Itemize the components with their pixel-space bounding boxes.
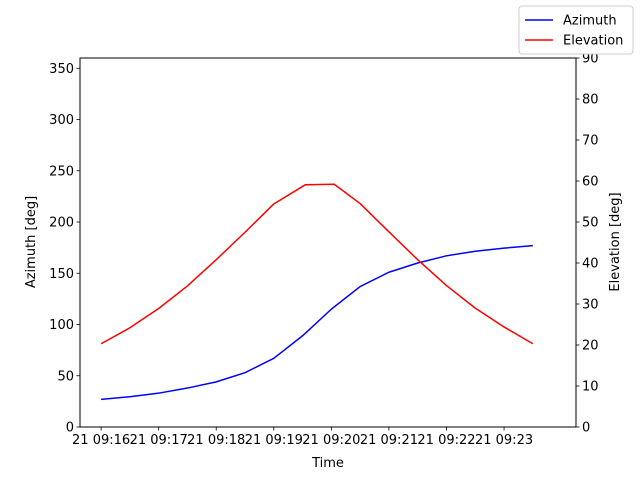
right-y-tick-label: 10 xyxy=(582,380,599,395)
legend-box xyxy=(518,5,634,55)
left-y-tick-label: 350 xyxy=(49,62,74,77)
left-y-tick-label: 200 xyxy=(49,216,74,231)
right-y-tick-label: 50 xyxy=(582,216,599,231)
legend-azimuth-label: Azimuth xyxy=(563,14,617,29)
elevation-line xyxy=(100,183,534,345)
left-y-tick-label: 150 xyxy=(49,267,74,282)
left-y-axis: 0 50 100 150 200 250 300 350 xyxy=(49,62,80,436)
right-y-tick-label: 90 xyxy=(582,52,599,67)
left-y-tick-label: 50 xyxy=(57,369,74,384)
x-tick-label: 21 09:16 xyxy=(72,433,130,448)
x-tick-label: 21 09:23 xyxy=(475,433,533,448)
right-y-axis: 0 10 20 30 40 50 60 70 80 90 xyxy=(576,52,599,436)
left-y-tick-label: 100 xyxy=(49,318,74,333)
left-y-tick-label: 300 xyxy=(49,113,74,128)
legend: Azimuth Elevation xyxy=(518,5,634,55)
legend-elevation-label: Elevation xyxy=(563,34,623,49)
x-axis: 21 09:16 21 09:17 21 09:18 21 09:19 21 09:20… xyxy=(72,427,533,448)
x-tick-label: 21 09:19 xyxy=(245,433,303,448)
x-tick-label: 21 09:22 xyxy=(417,433,475,448)
left-y-tick-label: 250 xyxy=(49,164,74,179)
azimuth-line xyxy=(101,244,533,401)
x-tick-label: 21 09:18 xyxy=(187,433,245,448)
x-tick-label: 21 09:20 xyxy=(302,433,360,448)
plot-frame xyxy=(79,57,577,428)
x-tick-label: 21 09:17 xyxy=(130,433,188,448)
right-y-tick-label: 70 xyxy=(582,134,599,149)
right-y-tick-label: 20 xyxy=(582,339,599,354)
x-tick-label: 21 09:21 xyxy=(360,433,418,448)
right-y-axis-label: Elevation [deg] xyxy=(608,192,623,291)
x-axis-label: Time xyxy=(311,456,344,471)
right-y-tick-label: 80 xyxy=(582,93,599,108)
left-y-tick-label: 0 xyxy=(66,421,74,436)
right-y-tick-label: 30 xyxy=(582,298,599,313)
right-y-tick-label: 40 xyxy=(582,257,599,272)
right-y-tick-label: 0 xyxy=(582,421,590,436)
right-y-tick-label: 60 xyxy=(582,175,599,190)
left-y-axis-label: Azimuth [deg] xyxy=(24,196,39,288)
plot-lines xyxy=(100,183,534,401)
